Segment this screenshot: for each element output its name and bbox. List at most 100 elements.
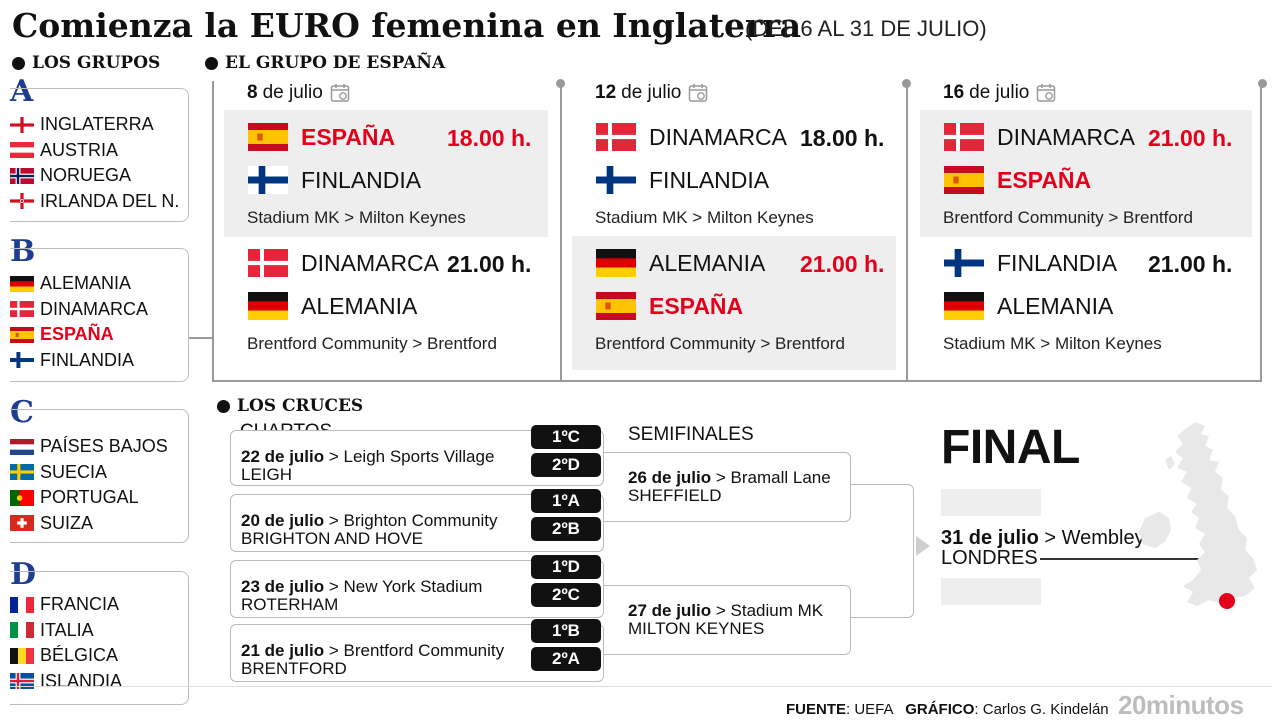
match-time: 21.00 h. [1148,251,1233,277]
flag-austria-icon [10,142,34,158]
match-venue: Brentford Community > Brentford [943,208,1193,227]
group-team: ISLANDIA [10,669,122,694]
flag-denmark-icon [596,123,636,151]
semis-label: SEMIFINALES [628,424,754,445]
flag-denmark-icon [248,249,288,277]
group-team-name: SUECIA [40,461,108,482]
group-team-name: ISLANDIA [40,670,123,691]
bullet-icon [205,56,218,70]
group-team-name: ALEMANIA [40,273,132,293]
match-away-team: FINLANDIA [596,162,769,198]
group-team-name: PAÍSES BAJOS [40,436,168,456]
day-number: 16 [943,82,965,103]
quarter-date: 20 de julio [241,511,325,530]
flag-norway-icon [10,167,34,184]
flag-germany-icon [944,292,984,320]
quarter-date-line: 20 de julio > Brighton Community [241,511,498,531]
match-time: 18.00 h. [447,125,532,151]
team-name: DINAMARCA [301,249,440,276]
group-team: PORTUGAL [10,485,139,510]
team-name: ALEMANIA [997,292,1114,319]
source-value: UEFA [854,701,893,718]
match-venue: Brentford Community > Brentford [595,334,845,353]
group-team: FRANCIA [10,592,119,617]
match-away-team: ESPAÑA [596,288,743,324]
group-team-name: ITALIA [40,619,94,640]
flag-italy-icon [10,622,34,638]
group-team-name: DINAMARCA [40,298,149,319]
flag-finland-icon [596,166,636,194]
quarter-venue: > Leigh Sports Village [328,447,495,466]
graphic-value: Carlos G. Kindelán [982,701,1109,718]
final-grey-bar [941,489,1041,516]
semi-city: SHEFFIELD [628,486,722,505]
group-team: NORUEGA [10,163,131,188]
match-time: 21.00 h. [447,251,532,277]
match-venue: Stadium MK > Milton Keynes [247,208,466,227]
seed-badge: 1ºA [531,489,601,513]
flag-germany-icon [596,249,636,277]
quarter-venue: > Brentford Community [328,641,505,660]
seed-badge: 2ºC [531,583,601,607]
semi-date: 27 de julio [628,601,712,620]
team-name: DINAMARCA [997,123,1136,150]
group-team-name: ESPAÑA [40,324,114,344]
match-home-team: DINAMARCA [596,119,787,155]
semi-date-line: 27 de julio > Stadium MK [628,601,823,621]
match-time: 21.00 h. [1148,125,1233,151]
group-team: SUIZA [10,511,93,536]
match-day-date: 12 de julio [595,82,708,104]
column-divider [906,85,908,381]
page-title: Comienza la EURO femenina en Inglaterra [12,6,802,45]
group-box [10,409,189,543]
knockout-section-label: LOS CRUCES [217,396,363,416]
match-time: 18.00 h. [800,125,885,151]
final-grey-bar [941,578,1041,605]
groups-section-label: LOS GRUPOS [12,53,160,73]
final-date-line: 31 de julio > Wembley [941,527,1145,550]
footer-credits: FUENTE: UEFA GRÁFICO: Carlos G. Kindelán [786,701,1109,718]
match-day-date: 16 de julio [943,82,1056,104]
calendar-icon [689,84,708,102]
match-venue: Stadium MK > Milton Keynes [595,208,814,227]
group-team: SUECIA [10,460,107,485]
seed-badge: 2ºB [531,517,601,541]
team-name: FINLANDIA [301,166,422,193]
page-subtitle: (DEL 6 AL 31 DE JULIO) [745,16,987,41]
seed-badge: 1ºB [531,619,601,643]
match-away-team: FINLANDIA [248,162,421,198]
semi-date: 26 de julio [628,468,712,487]
flag-sweden-icon [10,464,34,480]
team-name: FINLANDIA [997,249,1118,276]
group-team-name: PORTUGAL [40,487,139,507]
flag-england-icon [10,116,34,133]
team-name: ESPAÑA [649,292,744,319]
day-month: de julio [621,82,682,103]
team-name: DINAMARCA [649,123,788,150]
seed-badge: 2ºD [531,453,601,477]
group-team: PAÍSES BAJOS [10,434,168,459]
calendar-icon [330,84,350,102]
spain-group-section-text: EL GRUPO DE ESPAÑA [225,53,446,73]
group-team: AUSTRIA [10,138,118,163]
flag-switzerland-icon [10,515,34,531]
quarter-venue: > Brighton Community [328,511,498,530]
semi-date-line: 26 de julio > Bramall Lane [628,468,831,488]
match-away-team: ESPAÑA [944,162,1091,198]
map-pointer-line [1040,558,1226,560]
team-name: ALEMANIA [649,249,766,276]
flag-finland-icon [10,352,34,368]
column-dot [902,79,911,88]
flag-northern-ireland-icon [10,193,34,209]
seed-badge: 1ºC [531,425,601,449]
final-date: 31 de julio [941,527,1039,549]
flag-germany-icon [248,292,288,320]
graphic-label: GRÁFICO [905,701,975,718]
day-month: de julio [969,82,1030,103]
group-team-name: FRANCIA [40,594,120,614]
group-team-name: SUIZA [40,512,94,533]
group-team: FINLANDIA [10,348,134,373]
team-name: FINLANDIA [649,166,770,193]
group-b-connector [189,337,213,339]
flag-belgium-icon [10,647,34,664]
